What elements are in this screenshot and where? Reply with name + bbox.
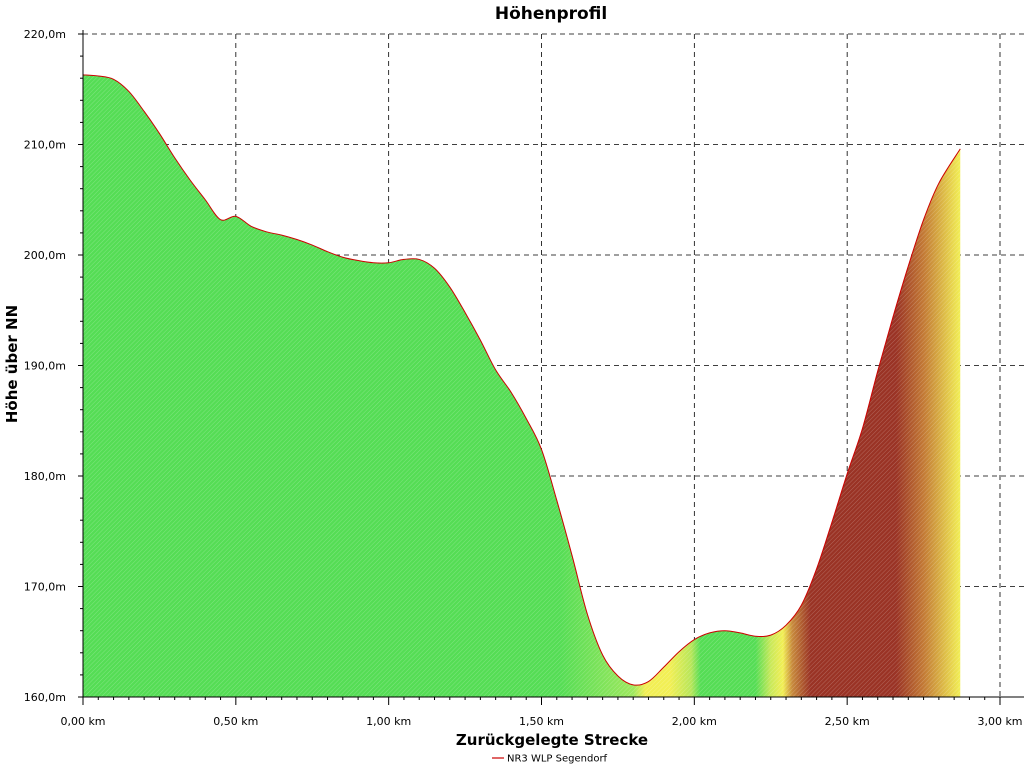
x-tick-label: 3,00 km — [977, 715, 1022, 728]
legend: NR3 WLP Segendorf — [492, 754, 608, 765]
y-tick-label: 200,0m — [24, 249, 66, 262]
legend-label: NR3 WLP Segendorf — [507, 754, 608, 765]
x-tick-label: 1,00 km — [366, 715, 411, 728]
x-tick-label: 0,00 km — [60, 715, 105, 728]
y-tick-label: 210,0m — [24, 139, 66, 152]
y-tick-label: 220,0m — [24, 28, 66, 41]
y-axis-ticks: 160,0m 170,0m 180,0m 190,0m 200,0m 210,0m 220,… — [24, 28, 83, 704]
x-axis-ticks: 0,00 km 0,50 km 1,00 km 1,50 km 2,00 km 2,50 … — [60, 697, 1023, 728]
y-tick-label: 170,0m — [24, 581, 66, 594]
x-axis-title: Zurückgelegte Strecke — [456, 731, 648, 749]
x-tick-label: 2,50 km — [825, 715, 870, 728]
y-tick-label: 190,0m — [24, 360, 66, 373]
x-tick-label: 1,50 km — [519, 715, 564, 728]
x-tick-label: 2,00 km — [672, 715, 717, 728]
y-tick-label: 180,0m — [24, 470, 66, 483]
y-axis-title: Höhe über NN — [3, 305, 21, 423]
elevation-area-hatch — [83, 74, 961, 697]
elevation-series-line — [83, 74, 961, 686]
x-tick-label: 0,50 km — [213, 715, 258, 728]
plot-area — [83, 74, 961, 697]
chart-title: Höhenprofil — [495, 4, 607, 24]
y-tick-label: 160,0m — [24, 691, 66, 704]
